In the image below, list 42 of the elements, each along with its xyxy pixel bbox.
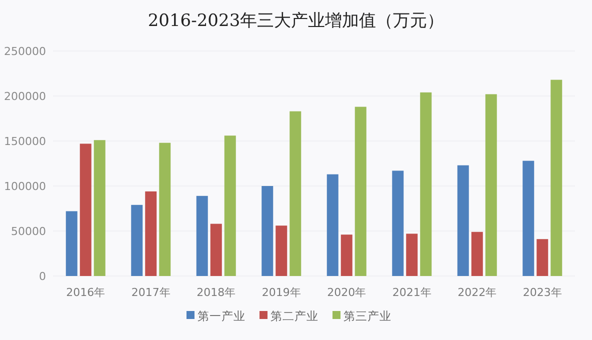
bar [340, 234, 352, 276]
bar [471, 232, 483, 276]
legend-label: 第三产业 [344, 309, 392, 323]
bar [196, 196, 208, 276]
bar [159, 142, 171, 276]
bar [406, 234, 418, 276]
y-tick-label: 100000 [4, 180, 46, 193]
x-tick-label: 2017年 [131, 286, 170, 299]
bar [536, 239, 548, 276]
x-tick-label: 2022年 [458, 286, 497, 299]
bar [354, 106, 366, 276]
bar [457, 165, 469, 276]
chart-title: 2016-2023年三大产业增加值（万元） [148, 11, 444, 31]
x-tick-label: 2016年 [66, 286, 106, 299]
bar [522, 160, 534, 276]
x-tick-label: 2023年 [522, 286, 562, 299]
legend-label: 第二产业 [270, 309, 318, 323]
bar [94, 140, 106, 276]
y-tick-label: 0 [39, 270, 46, 283]
x-tick-label: 2021年 [392, 286, 432, 299]
x-tick-label: 2019年 [262, 286, 301, 299]
x-tick-label: 2018年 [196, 286, 236, 299]
bar [392, 170, 404, 276]
bar [80, 144, 92, 276]
bar [420, 92, 432, 276]
x-tick-label: 2020年 [327, 286, 366, 299]
legend-label: 第一产业 [198, 309, 246, 323]
bar [145, 191, 157, 276]
y-tick-label: 250000 [4, 45, 46, 58]
bar [210, 224, 222, 276]
bar [485, 94, 497, 276]
bar [224, 136, 236, 276]
bar [326, 174, 338, 276]
bar [262, 186, 274, 276]
bar [290, 111, 302, 276]
bar [550, 80, 562, 276]
y-tick-label: 200000 [4, 90, 46, 103]
y-tick-label: 150000 [4, 135, 46, 148]
bar [131, 204, 143, 276]
y-tick-label: 50000 [11, 225, 46, 238]
bar [66, 211, 78, 276]
bar [276, 226, 288, 276]
